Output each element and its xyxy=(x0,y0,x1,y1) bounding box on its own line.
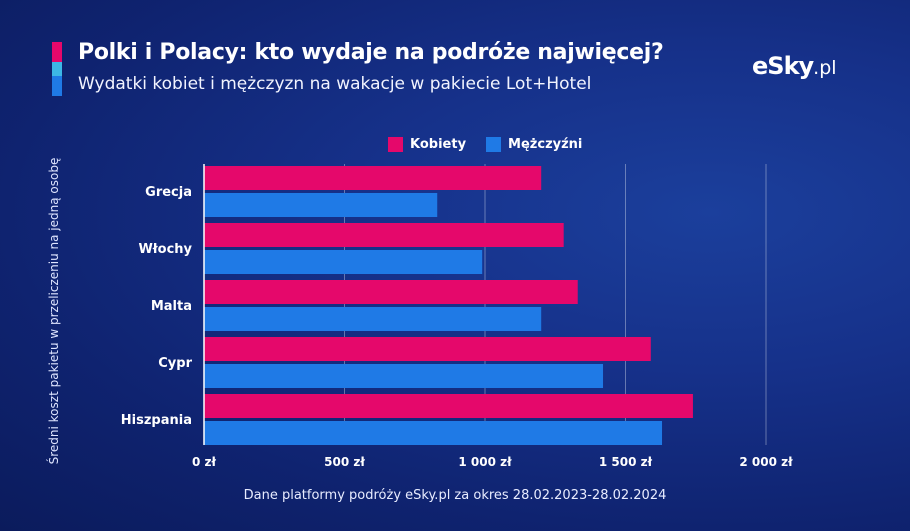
legend-item-women: Kobiety xyxy=(388,137,466,152)
chart-subtitle: Wydatki kobiet i mężczyzn na wakacje w p… xyxy=(78,74,592,94)
legend-item-men: Mężczyźni xyxy=(486,137,582,152)
chart-title: Polki i Polacy: kto wydaje na podróże na… xyxy=(78,40,664,65)
brand-bar-cyan xyxy=(52,62,62,76)
category-label: Grecja xyxy=(145,185,192,200)
logo-suffix: .pl xyxy=(813,57,837,79)
logo-main: eSky xyxy=(752,52,814,80)
legend-label-women: Kobiety xyxy=(410,137,467,152)
category-label: Malta xyxy=(151,299,192,314)
bar-women-4 xyxy=(204,394,693,418)
bar-women-2 xyxy=(204,280,578,304)
bar-men-0 xyxy=(204,193,438,217)
legend-swatch-men xyxy=(486,137,502,152)
category-label: Hiszpania xyxy=(121,413,192,428)
brand-bar-blue xyxy=(52,76,62,96)
bar-women-1 xyxy=(204,223,564,247)
chart-legend: Kobiety Mężczyźni xyxy=(388,137,582,152)
x-tick-label: 500 zł xyxy=(324,455,365,469)
legend-swatch-women xyxy=(388,137,403,152)
x-tick-label: 1 500 zł xyxy=(599,455,653,469)
category-label: Cypr xyxy=(158,356,192,371)
esky-logo: eSky.pl xyxy=(752,52,837,80)
bar-men-3 xyxy=(204,364,604,388)
legend-label-men: Mężczyźni xyxy=(508,137,583,152)
footer-note: Dane platformy podróży eSky.pl za okres … xyxy=(243,488,667,503)
bar-men-1 xyxy=(204,250,483,274)
bar-women-3 xyxy=(204,337,651,361)
category-label: Włochy xyxy=(138,242,192,257)
x-tick-label: 1 000 zł xyxy=(458,455,512,469)
bar-men-2 xyxy=(204,307,542,331)
bar-men-4 xyxy=(204,421,663,445)
brand-bar-pink xyxy=(52,42,62,62)
bar-women-0 xyxy=(204,166,542,190)
x-tick-label: 2 000 zł xyxy=(739,455,793,469)
x-tick-label: 0 zł xyxy=(192,455,217,469)
